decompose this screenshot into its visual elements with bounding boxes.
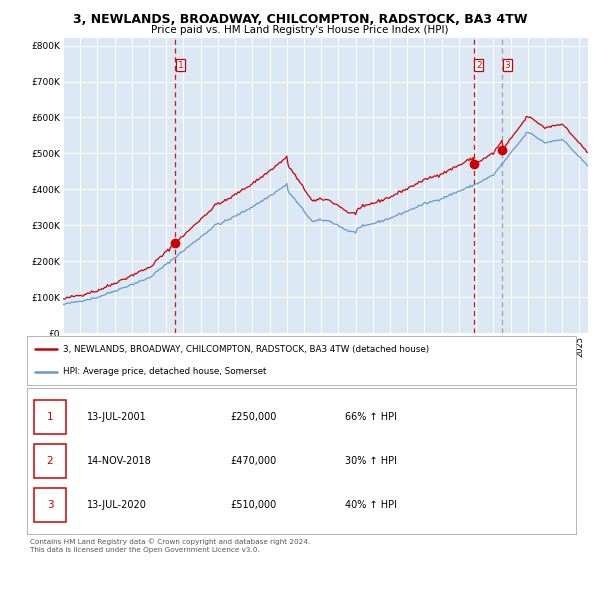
Text: 3, NEWLANDS, BROADWAY, CHILCOMPTON, RADSTOCK, BA3 4TW: 3, NEWLANDS, BROADWAY, CHILCOMPTON, RADS… xyxy=(73,13,527,26)
Text: 3, NEWLANDS, BROADWAY, CHILCOMPTON, RADSTOCK, BA3 4TW (detached house): 3, NEWLANDS, BROADWAY, CHILCOMPTON, RADS… xyxy=(62,345,429,354)
FancyBboxPatch shape xyxy=(34,488,66,522)
Text: HPI: Average price, detached house, Somerset: HPI: Average price, detached house, Some… xyxy=(62,367,266,376)
Text: 1: 1 xyxy=(178,61,183,70)
Text: 3: 3 xyxy=(505,61,510,70)
Text: 14-NOV-2018: 14-NOV-2018 xyxy=(88,456,152,466)
Text: 2: 2 xyxy=(476,61,482,70)
Text: Price paid vs. HM Land Registry's House Price Index (HPI): Price paid vs. HM Land Registry's House … xyxy=(151,25,449,35)
Text: Contains HM Land Registry data © Crown copyright and database right 2024.
This d: Contains HM Land Registry data © Crown c… xyxy=(30,538,310,553)
Text: 2: 2 xyxy=(47,456,53,466)
Text: £510,000: £510,000 xyxy=(230,500,277,510)
Text: 40% ↑ HPI: 40% ↑ HPI xyxy=(346,500,397,510)
FancyBboxPatch shape xyxy=(34,400,66,434)
Text: 13-JUL-2020: 13-JUL-2020 xyxy=(88,500,147,510)
Text: £470,000: £470,000 xyxy=(230,456,277,466)
Text: £250,000: £250,000 xyxy=(230,412,277,422)
FancyBboxPatch shape xyxy=(34,444,66,478)
Text: 30% ↑ HPI: 30% ↑ HPI xyxy=(346,456,397,466)
Text: 66% ↑ HPI: 66% ↑ HPI xyxy=(346,412,397,422)
Text: 3: 3 xyxy=(47,500,53,510)
Text: 13-JUL-2001: 13-JUL-2001 xyxy=(88,412,147,422)
Text: 1: 1 xyxy=(47,412,53,422)
